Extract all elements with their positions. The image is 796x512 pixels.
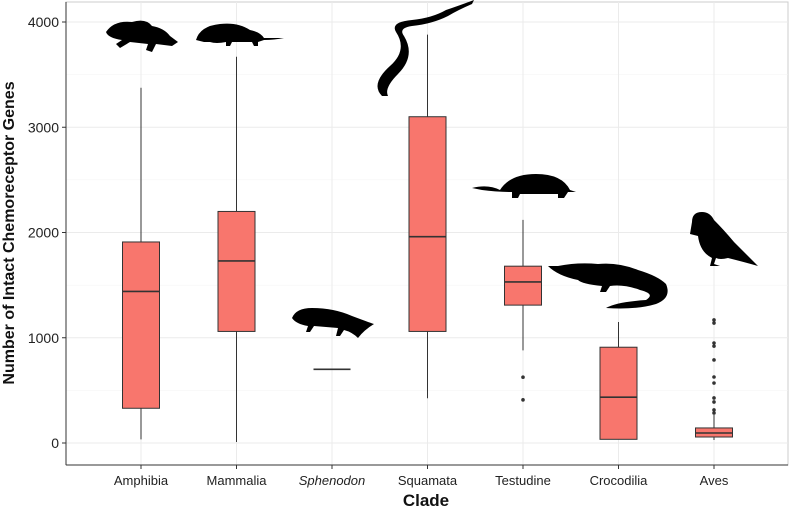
outlier-point <box>712 408 716 412</box>
y-tick-label: 2000 <box>28 225 59 241</box>
bird-silhouette <box>690 212 758 266</box>
iqr-box <box>217 210 256 332</box>
outlier-point <box>521 398 525 402</box>
x-tick-label: Mammalia <box>207 473 268 488</box>
axes: 0 1000 2000 3000 4000 Amphibia Mammalia Sphenod… <box>28 2 788 488</box>
outlier-point <box>712 321 716 325</box>
y-tick-label: 3000 <box>28 119 59 135</box>
animal-silhouettes <box>106 0 758 338</box>
outlier-point <box>521 375 525 380</box>
iqr-box <box>504 265 542 306</box>
box-mammalia <box>217 56 256 442</box>
outlier-point <box>712 344 716 348</box>
tuatara-silhouette <box>292 308 374 338</box>
x-tick-label: Crocodilia <box>590 473 649 488</box>
outlier-point <box>712 396 716 400</box>
crocodile-silhouette <box>548 263 668 309</box>
y-tick-label: 0 <box>51 435 59 451</box>
box-squamata <box>408 34 447 399</box>
turtle-silhouette <box>472 174 576 198</box>
x-tick-label: Squamata <box>398 473 458 488</box>
boxes <box>122 34 733 442</box>
outlier-point <box>712 400 716 404</box>
x-tick-label: Sphenodon <box>299 473 366 488</box>
outlier-point <box>712 381 716 385</box>
amphibian-silhouette <box>106 20 178 52</box>
x-axis-label: Clade <box>403 491 449 510</box>
box-testudine <box>504 219 542 402</box>
outlier-point <box>712 341 716 345</box>
y-tick-label: 4000 <box>28 14 59 30</box>
iqr-box <box>122 241 160 409</box>
box-crocodilia <box>599 321 638 440</box>
y-axis-label: Number of Intact Chemoreceptor Genes <box>1 81 18 384</box>
x-tick-label: Amphibia <box>114 473 169 488</box>
outlier-point <box>712 358 716 362</box>
mammal-silhouette <box>196 23 284 46</box>
box-amphibia <box>122 87 160 440</box>
outlier-point <box>712 411 716 415</box>
x-tick-label: Aves <box>700 473 729 488</box>
x-tick-label: Testudine <box>495 473 551 488</box>
snake-silhouette <box>377 0 474 96</box>
iqr-box <box>599 346 638 440</box>
outlier-point <box>712 318 716 322</box>
outlier-point <box>712 375 716 379</box>
iqr-box <box>408 116 447 332</box>
y-tick-label: 1000 <box>28 330 59 346</box>
box-aves <box>695 318 733 441</box>
